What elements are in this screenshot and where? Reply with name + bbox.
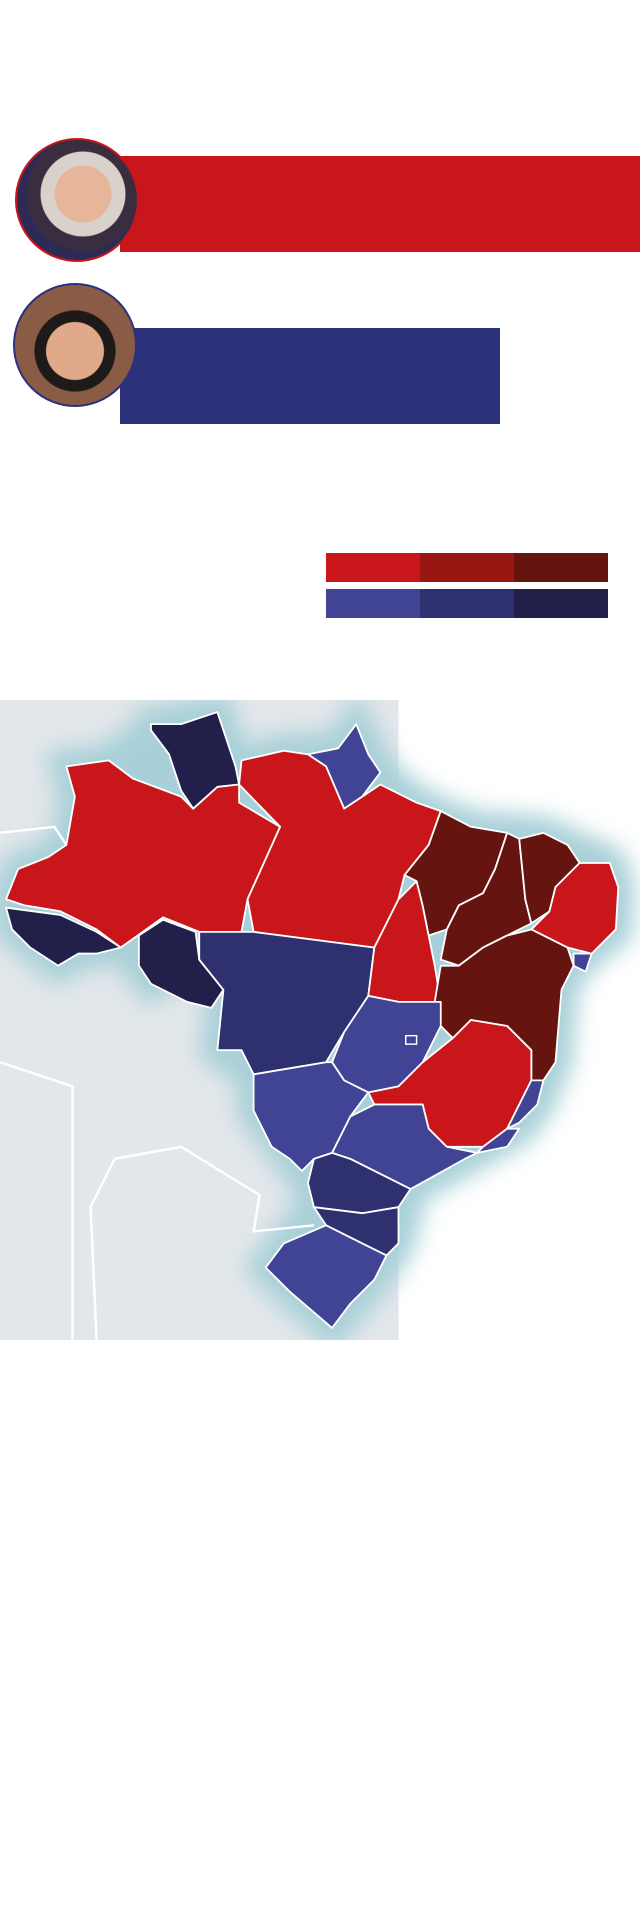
state-rs[interactable] — [264, 1224, 388, 1329]
state-es[interactable] — [506, 1079, 545, 1130]
legend-swatch — [420, 553, 514, 582]
state-ro[interactable] — [137, 918, 225, 1009]
legend-swatch — [326, 589, 420, 618]
bar-bolsonaro — [120, 328, 500, 424]
state-ms[interactable] — [252, 1061, 370, 1172]
avatar-lula — [15, 138, 139, 262]
legend-swatch — [514, 589, 608, 618]
state-ba[interactable] — [433, 928, 575, 1082]
state-ac[interactable] — [5, 906, 122, 967]
brazil-map — [0, 700, 636, 1340]
legend-swatch — [326, 553, 420, 582]
avatar-bolsonaro — [13, 283, 137, 407]
state-ne-coast[interactable] — [530, 862, 620, 955]
legend-swatch — [514, 553, 608, 582]
state-se[interactable] — [572, 952, 593, 973]
border-line — [0, 825, 68, 846]
legend-blue-scale — [326, 589, 608, 618]
state-pr[interactable] — [307, 1151, 412, 1215]
border-line — [0, 1061, 74, 1340]
bar-lula — [120, 156, 640, 252]
state-rj[interactable] — [476, 1127, 521, 1154]
border-line — [89, 1145, 315, 1340]
legend-swatch — [420, 589, 514, 618]
legend-red-scale — [326, 553, 608, 582]
state-df[interactable] — [405, 1034, 418, 1045]
